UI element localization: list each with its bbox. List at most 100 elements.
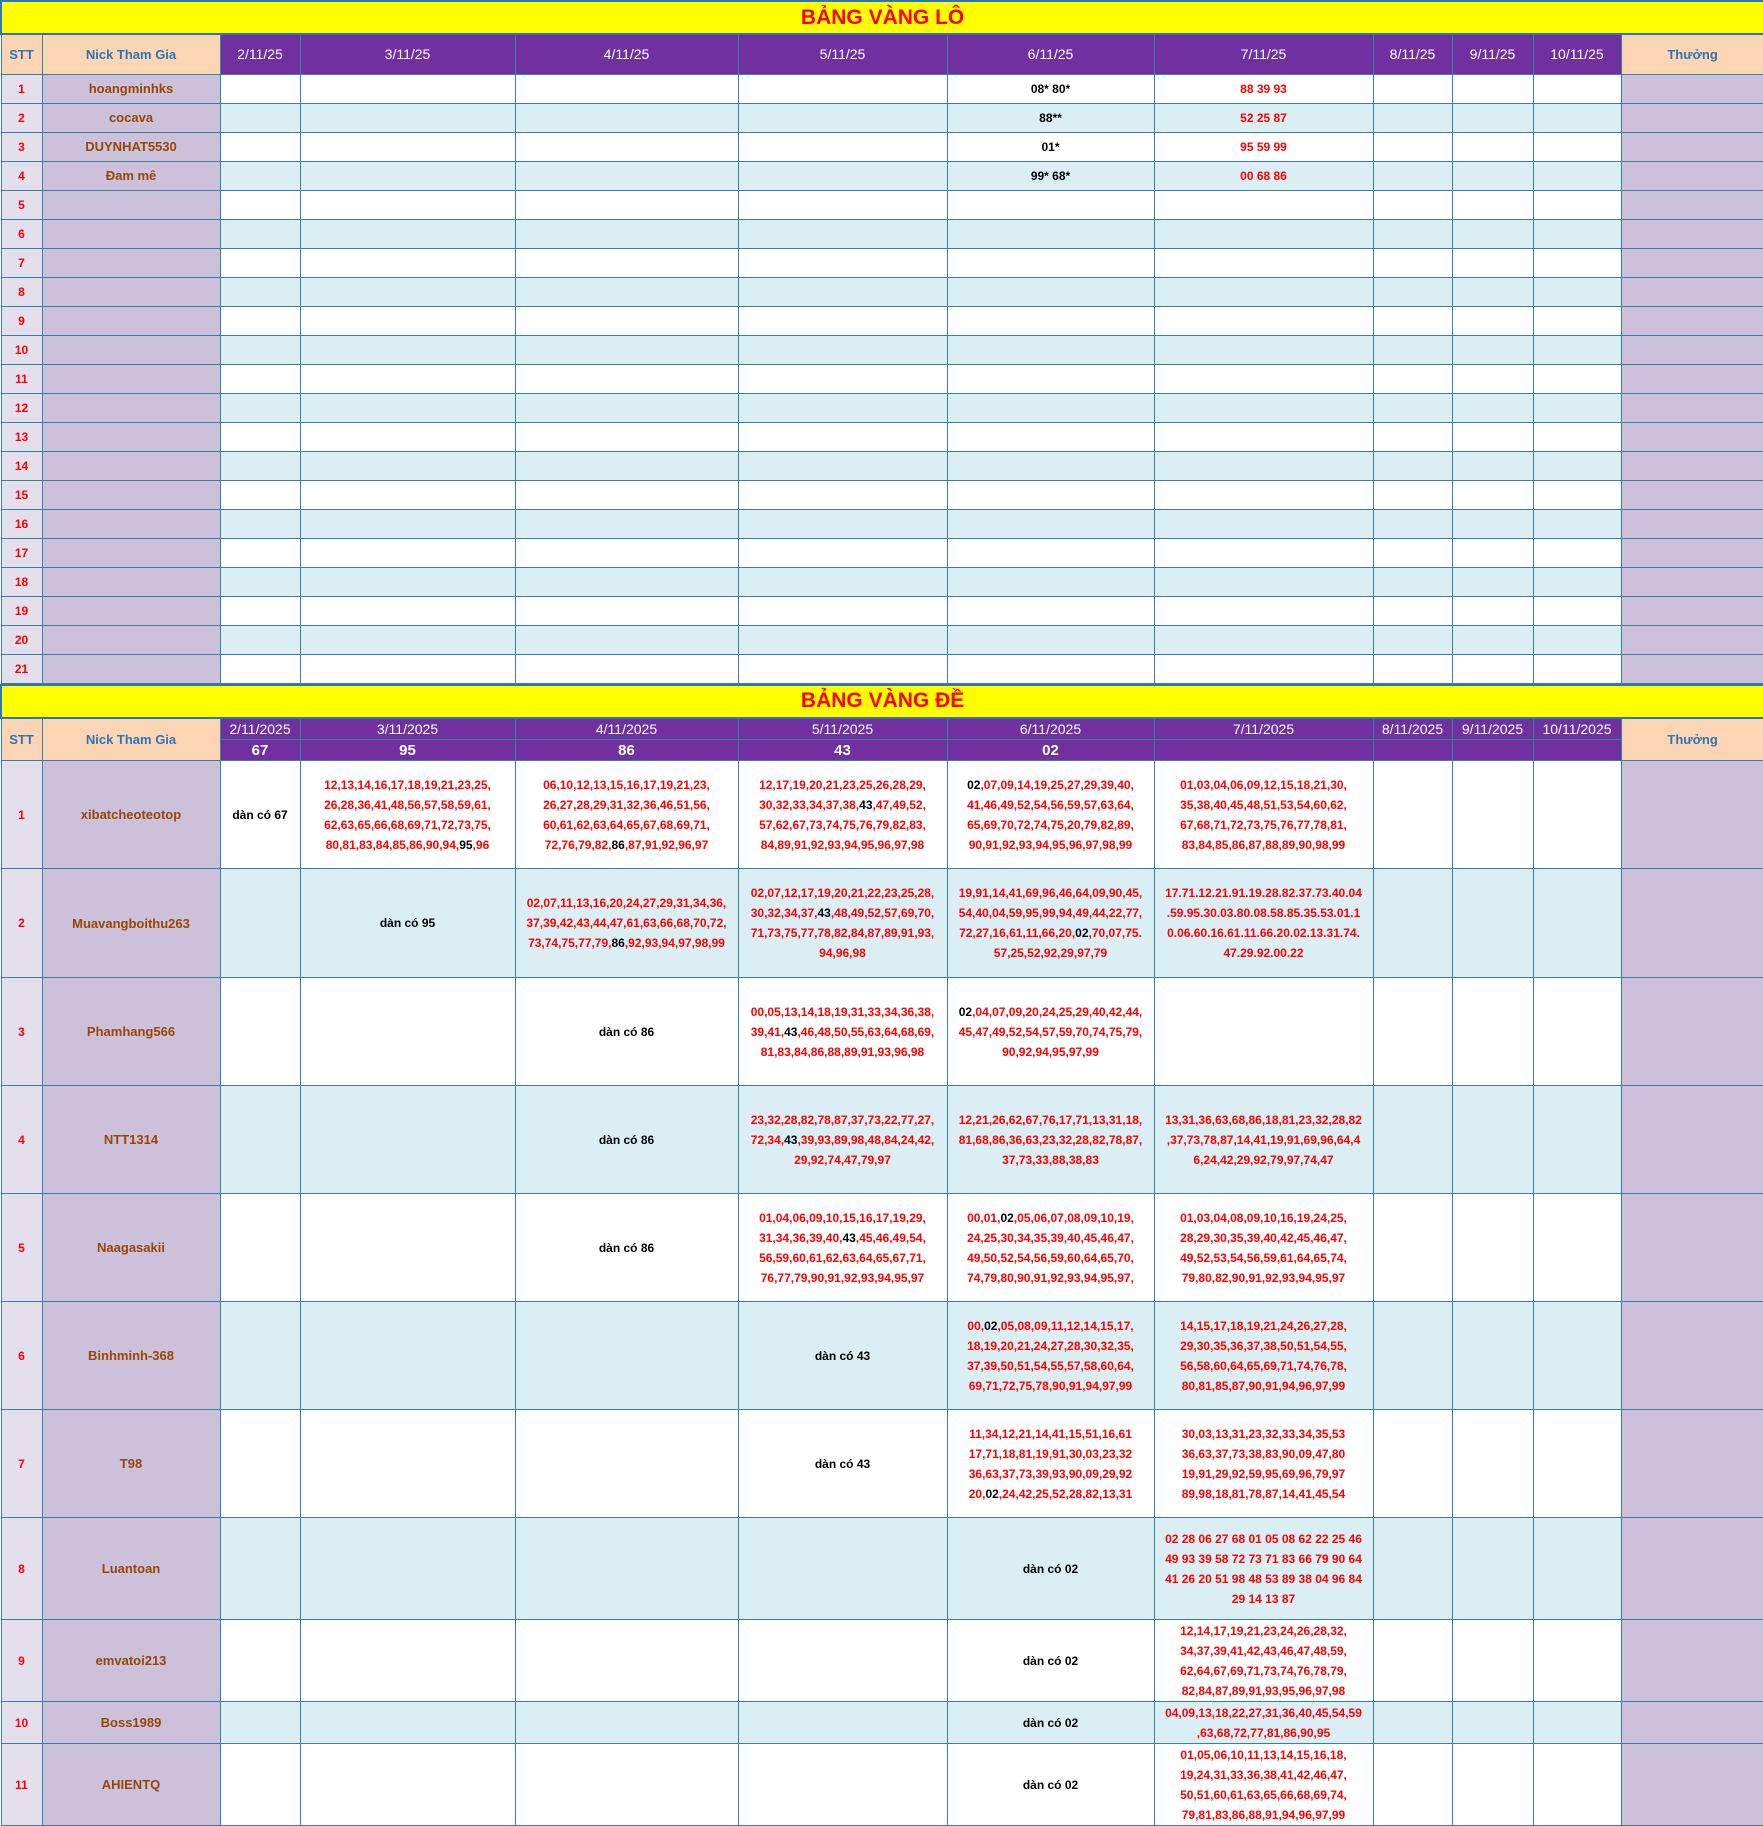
lo-cell-3/11/25: [300, 509, 515, 538]
lo-cell-9/11/25: [1452, 306, 1533, 335]
nick-cell: [42, 422, 220, 451]
lo-cell-2/11/25: [220, 393, 300, 422]
de-cell: dàn có 43: [738, 1410, 947, 1518]
number-line: 89,98,18,81,78,87,14,41,45,54: [1155, 1484, 1373, 1504]
lo-cell-6/11/25: [947, 306, 1154, 335]
winning-number: 86: [611, 838, 624, 852]
nick-cell: Luantoan: [42, 1518, 220, 1620]
number-line: 56,58,60,64,65,69,71,74,76,78,: [1155, 1356, 1373, 1376]
number-line: 41 26 20 51 98 48 53 89 38 04 96 84: [1155, 1569, 1373, 1589]
lo-cell-10/11/25: [1533, 567, 1621, 596]
lo-cell-8/11/25: [1373, 161, 1452, 190]
bonus-cell: [1621, 538, 1763, 567]
bonus-cell: [1621, 1620, 1763, 1702]
stt-cell: 8: [1, 277, 42, 306]
lo-cell-4/11/25: [515, 248, 738, 277]
stt-cell: 9: [1, 1620, 42, 1702]
lo-cell-8/11/25: [1373, 364, 1452, 393]
number-line: 02,07,09,14,19,25,27,29,39,40,: [948, 775, 1154, 795]
nick-cell: Naagasakii: [42, 1194, 220, 1302]
lo-cell-7/11/25: [1154, 306, 1373, 335]
date-header: 5/11/2025: [738, 718, 947, 740]
number-line: 29,92,74,47,79,97: [739, 1150, 947, 1170]
stt-cell: 16: [1, 509, 42, 538]
de-cell: dàn có 95: [300, 869, 515, 978]
lo-cell-2/11/25: [220, 364, 300, 393]
lo-cell-9/11/25: [1452, 567, 1533, 596]
de-cell: [738, 1518, 947, 1620]
date-header: 2/11/2025: [220, 718, 300, 740]
lo-cell-10/11/25: [1533, 277, 1621, 306]
de-cell: [300, 978, 515, 1086]
stt-cell: 8: [1, 1518, 42, 1620]
number-line: 30,32,34,37,43,48,49,52,57,69,70,: [739, 903, 947, 923]
number-line: 90,92,94,95,97,99: [948, 1042, 1154, 1062]
lo-cell-8/11/25: [1373, 277, 1452, 306]
lo-cell-3/11/25: [300, 654, 515, 683]
lo-cell-9/11/25: [1452, 74, 1533, 103]
lo-cell-7/11/25: [1154, 219, 1373, 248]
de-cell: 14,15,17,18,19,21,24,26,27,28,29,30,35,3…: [1154, 1302, 1373, 1410]
lo-cell-9/11/25: [1452, 451, 1533, 480]
lo-cell-8/11/25: [1373, 567, 1452, 596]
bonus-cell: [1621, 1302, 1763, 1410]
lo-cell-9/11/25: [1452, 538, 1533, 567]
lo-cell-4/11/25: [515, 625, 738, 654]
nick-cell: [42, 567, 220, 596]
lo-cell-5/11/25: [738, 451, 947, 480]
de-cell: 01,03,04,08,09,10,16,19,24,25,28,29,30,3…: [1154, 1194, 1373, 1302]
lo-row: 7: [1, 248, 1763, 277]
number-line: 60,61,62,63,64,65,67,68,69,71,: [516, 815, 738, 835]
de-cell: [300, 1086, 515, 1194]
lo-cell-2/11/25: [220, 306, 300, 335]
lo-cell-7/11/25: [1154, 451, 1373, 480]
number-line: 84,89,91,92,93,94,95,96,97,98: [739, 835, 947, 855]
bonus-cell: [1621, 451, 1763, 480]
de-cell: [1452, 1620, 1533, 1702]
number-line: 02,07,11,13,16,20,24,27,29,31,34,36,: [516, 893, 738, 913]
lo-header-4: 4/11/25: [515, 34, 738, 74]
lo-cell-4/11/25: [515, 74, 738, 103]
lo-cell-8/11/25: [1373, 393, 1452, 422]
lo-cell-2/11/25: [220, 132, 300, 161]
de-cell: 00,05,13,14,18,19,31,33,34,36,38,39,41,4…: [738, 978, 947, 1086]
winning-number: 02: [1000, 1211, 1013, 1225]
lo-header-2: 2/11/25: [220, 34, 300, 74]
de-cell: 04,09,13,18,22,27,31,36,40,45,54,59,63,6…: [1154, 1702, 1373, 1744]
lo-row: 17: [1, 538, 1763, 567]
winning-number: 02: [959, 1005, 972, 1019]
lo-cell-5/11/25: [738, 364, 947, 393]
lo-cell-9/11/25: [1452, 625, 1533, 654]
number-line: 12,14,17,19,21,23,24,26,28,32,: [1155, 1621, 1373, 1641]
stt-cell: 4: [1, 161, 42, 190]
winning-number: 43: [784, 1025, 797, 1039]
lo-cell-4/11/25: [515, 538, 738, 567]
number-line: 24,25,30,34,35,39,40,45,46,47,: [948, 1228, 1154, 1248]
stt-cell: 15: [1, 480, 42, 509]
nick-cell: [42, 480, 220, 509]
de-cell: [300, 1518, 515, 1620]
bonus-cell: [1621, 1744, 1763, 1826]
bonus-cell: [1621, 978, 1763, 1086]
de-cell: [1533, 1410, 1621, 1518]
lo-cell-2/11/25: [220, 74, 300, 103]
lo-row: 8: [1, 277, 1763, 306]
lo-cell-7/11/25: [1154, 364, 1373, 393]
stt-cell: 7: [1, 1410, 42, 1518]
de-cell: [220, 869, 300, 978]
number-line: 45,47,49,52,54,57,59,70,74,75,79,: [948, 1022, 1154, 1042]
lo-cell-7/11/25: [1154, 596, 1373, 625]
nick-cell: Boss1989: [42, 1702, 220, 1744]
de-cell: [1373, 1410, 1452, 1518]
lo-cell-9/11/25: [1452, 596, 1533, 625]
nick-cell: [42, 596, 220, 625]
number-line: 01,03,04,08,09,10,16,19,24,25,: [1155, 1208, 1373, 1228]
lo-cell-2/11/25: [220, 596, 300, 625]
lo-cell-8/11/25: [1373, 625, 1452, 654]
lo-cell-4/11/25: [515, 277, 738, 306]
stt-cell: 3: [1, 132, 42, 161]
lo-row: 11: [1, 364, 1763, 393]
bonus-cell: [1621, 364, 1763, 393]
